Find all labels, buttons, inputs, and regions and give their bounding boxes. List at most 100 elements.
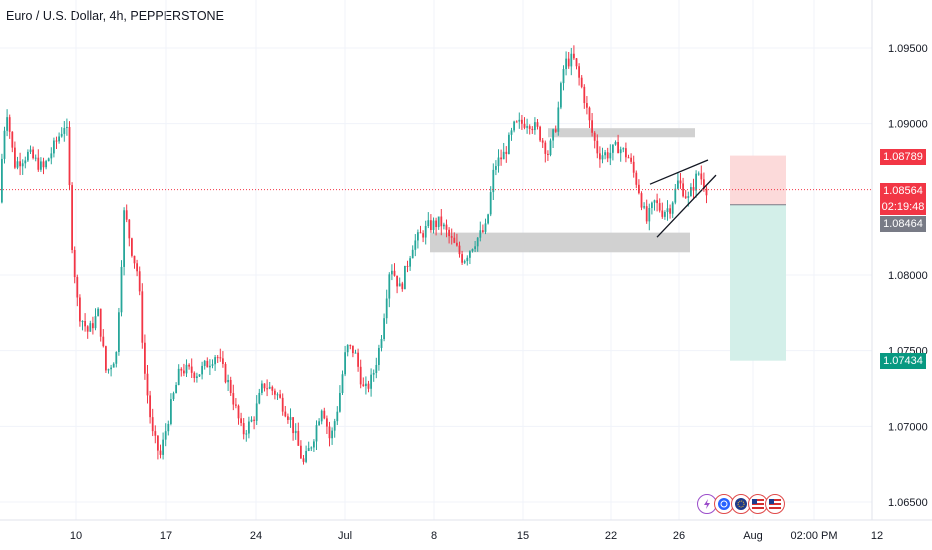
- bull-candle: [81, 320, 84, 331]
- candle-body: [224, 364, 227, 383]
- candle-body: [45, 161, 47, 168]
- bull-candle: [427, 212, 430, 229]
- wedge-lower-trendline: [656, 174, 717, 238]
- candle-body: [586, 103, 588, 108]
- bull-candle: [484, 218, 487, 235]
- bull-candle: [526, 118, 528, 134]
- candle-body: [138, 271, 141, 292]
- bull-candle: [60, 127, 63, 138]
- current-price-label: 1.08564: [883, 185, 923, 197]
- bear-candle: [19, 152, 21, 176]
- time-tick-label: 24: [250, 530, 262, 542]
- candle-body: [157, 435, 159, 451]
- bull-candle: [177, 364, 180, 386]
- candle-body: [365, 383, 367, 387]
- bear-candle: [11, 131, 14, 153]
- bear-candle: [292, 417, 294, 441]
- time-tick-label: 02:00 PM: [790, 530, 837, 542]
- candle-body: [679, 180, 682, 184]
- candle-body: [643, 206, 645, 208]
- bull-candle: [414, 234, 417, 257]
- candle-body: [359, 366, 362, 385]
- bear-candle: [131, 237, 133, 258]
- bear-candle: [541, 137, 544, 148]
- price-tick-label: 1.07000: [888, 421, 928, 433]
- candle-body: [112, 363, 115, 368]
- us-flag-icon[interactable]: [748, 494, 768, 514]
- us-flag-icon[interactable]: [765, 494, 785, 514]
- candle-body: [669, 208, 671, 214]
- candle-body: [201, 365, 203, 375]
- candle-body: [214, 357, 216, 365]
- bull-candle: [21, 159, 24, 175]
- bull-candle: [203, 359, 206, 370]
- bull-candle: [463, 259, 466, 265]
- candle-body: [245, 433, 248, 435]
- candle-body: [492, 169, 495, 193]
- bull-candle: [294, 423, 297, 440]
- candle-body: [27, 151, 29, 161]
- candle-body: [664, 212, 666, 217]
- time-tick-label: 22: [605, 530, 617, 542]
- candle-body: [14, 147, 16, 168]
- candle-body: [547, 153, 549, 155]
- candle-body: [50, 153, 53, 159]
- candle-body: [219, 357, 222, 359]
- bull-candle: [383, 313, 385, 342]
- candle-body: [125, 210, 128, 220]
- candle-body: [671, 202, 674, 214]
- bull-candle: [1, 153, 3, 204]
- candle-body: [604, 152, 606, 156]
- candle-body: [474, 246, 476, 250]
- candle-body: [385, 298, 388, 319]
- event-icon[interactable]: [714, 494, 734, 514]
- candle-body: [333, 421, 336, 431]
- candle-body: [469, 251, 471, 258]
- bear-candle: [42, 157, 45, 175]
- candle-body: [136, 263, 138, 272]
- candle-body: [242, 423, 245, 435]
- bear-candle: [32, 146, 34, 160]
- chart-title: Euro / U.S. Dollar, 4h, PEPPERSTONE: [6, 9, 224, 23]
- event-icon[interactable]: [731, 494, 751, 514]
- candle-body: [430, 220, 432, 231]
- candle-body: [276, 394, 279, 396]
- candle-body: [16, 161, 19, 168]
- bear-candle: [450, 228, 453, 245]
- candle-body: [518, 119, 521, 122]
- candle-body: [388, 274, 391, 299]
- candle-body: [554, 129, 557, 132]
- bear-candle: [536, 118, 539, 130]
- bear-candle: [593, 131, 596, 149]
- bull-candle: [404, 265, 406, 290]
- bear-candle: [625, 142, 627, 163]
- bear-candle: [86, 325, 89, 339]
- candle-body: [627, 157, 630, 159]
- candle-body: [523, 123, 526, 128]
- candle-body: [471, 249, 474, 252]
- candle-body: [645, 206, 648, 222]
- bear-candle: [144, 334, 146, 380]
- bear-candle: [242, 418, 245, 440]
- bear-candle: [8, 114, 11, 139]
- candle-body: [578, 66, 580, 78]
- bull-candle: [664, 210, 666, 220]
- bear-candle: [274, 388, 276, 400]
- bull-candle: [250, 416, 253, 423]
- candle-body: [476, 237, 479, 247]
- candle-body: [461, 254, 463, 263]
- bull-candle: [201, 361, 203, 380]
- bull-candle: [110, 364, 112, 377]
- price-zone: [430, 232, 690, 253]
- candle-body: [237, 405, 240, 419]
- candle-body: [700, 173, 703, 180]
- candle-body: [432, 220, 435, 231]
- bear-candle: [73, 246, 76, 284]
- bear-candle: [136, 259, 138, 277]
- bull-candle: [40, 157, 42, 172]
- candle-body: [570, 53, 573, 67]
- candle-body: [323, 410, 326, 419]
- bear-candle: [521, 114, 523, 130]
- bear-candle: [37, 149, 40, 172]
